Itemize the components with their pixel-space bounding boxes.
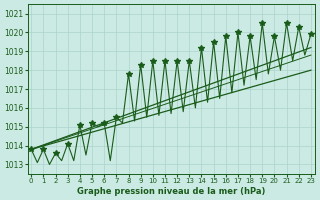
X-axis label: Graphe pression niveau de la mer (hPa): Graphe pression niveau de la mer (hPa) <box>77 187 265 196</box>
